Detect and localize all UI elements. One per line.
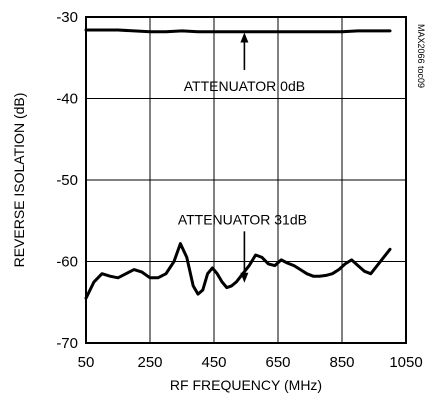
series-line-attenuator-0db [84,28,392,34]
x-axis-title: RF FREQUENCY (MHz) [170,377,322,393]
y-tick-label: -40 [56,91,78,108]
y-tick-label: -50 [56,172,78,189]
y-tick-label: -70 [56,335,78,352]
y-tick-label: -60 [56,254,78,271]
series-line-attenuator-31db [84,242,392,300]
x-tick-label: 250 [137,354,162,371]
y-tick-label: -30 [56,9,78,26]
x-tick-label: 1050 [389,354,422,371]
annotation-label: ATTENUATOR 0dB [184,78,305,94]
annotation-label: ATTENUATOR 31dB [178,211,307,227]
series-layer [84,28,392,300]
x-tick-label: 450 [201,354,226,371]
x-tick-label: 850 [329,354,354,371]
annotations: ATTENUATOR 0dB ATTENUATOR 31dB [178,32,307,283]
y-axis-title: REVERSE ISOLATION (dB) [11,93,27,268]
annotation-arrowhead [240,272,249,283]
tick-labels: 50 250 450 650 850 1050 -30 -40 -50 -60 -70 [56,9,422,371]
grid [86,17,406,343]
plot-frame [85,16,407,344]
x-tick-label: 50 [78,354,95,371]
figure-code: MAX2066 toc09 [416,24,426,88]
x-tick-label: 650 [265,354,290,371]
annotation-arrowhead [240,32,249,43]
